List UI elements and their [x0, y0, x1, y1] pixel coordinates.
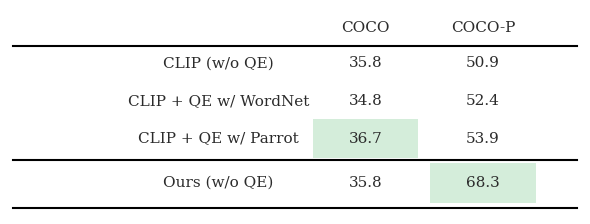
Text: 35.8: 35.8: [349, 176, 382, 190]
Text: Ours (w/o QE): Ours (w/o QE): [163, 176, 274, 190]
Text: CLIP (w/o QE): CLIP (w/o QE): [163, 56, 274, 70]
Text: 35.8: 35.8: [349, 56, 382, 70]
Text: COCO: COCO: [341, 21, 390, 35]
FancyBboxPatch shape: [430, 163, 536, 203]
Text: CLIP + QE w/ Parrot: CLIP + QE w/ Parrot: [138, 131, 299, 146]
Text: COCO-P: COCO-P: [451, 21, 515, 35]
Text: 36.7: 36.7: [349, 131, 382, 146]
Text: 52.4: 52.4: [466, 94, 500, 108]
Text: 50.9: 50.9: [466, 56, 500, 70]
Text: 53.9: 53.9: [466, 131, 500, 146]
Text: CLIP + QE w/ WordNet: CLIP + QE w/ WordNet: [128, 94, 309, 108]
Text: 68.3: 68.3: [466, 176, 500, 190]
Text: 34.8: 34.8: [349, 94, 382, 108]
FancyBboxPatch shape: [313, 119, 418, 158]
